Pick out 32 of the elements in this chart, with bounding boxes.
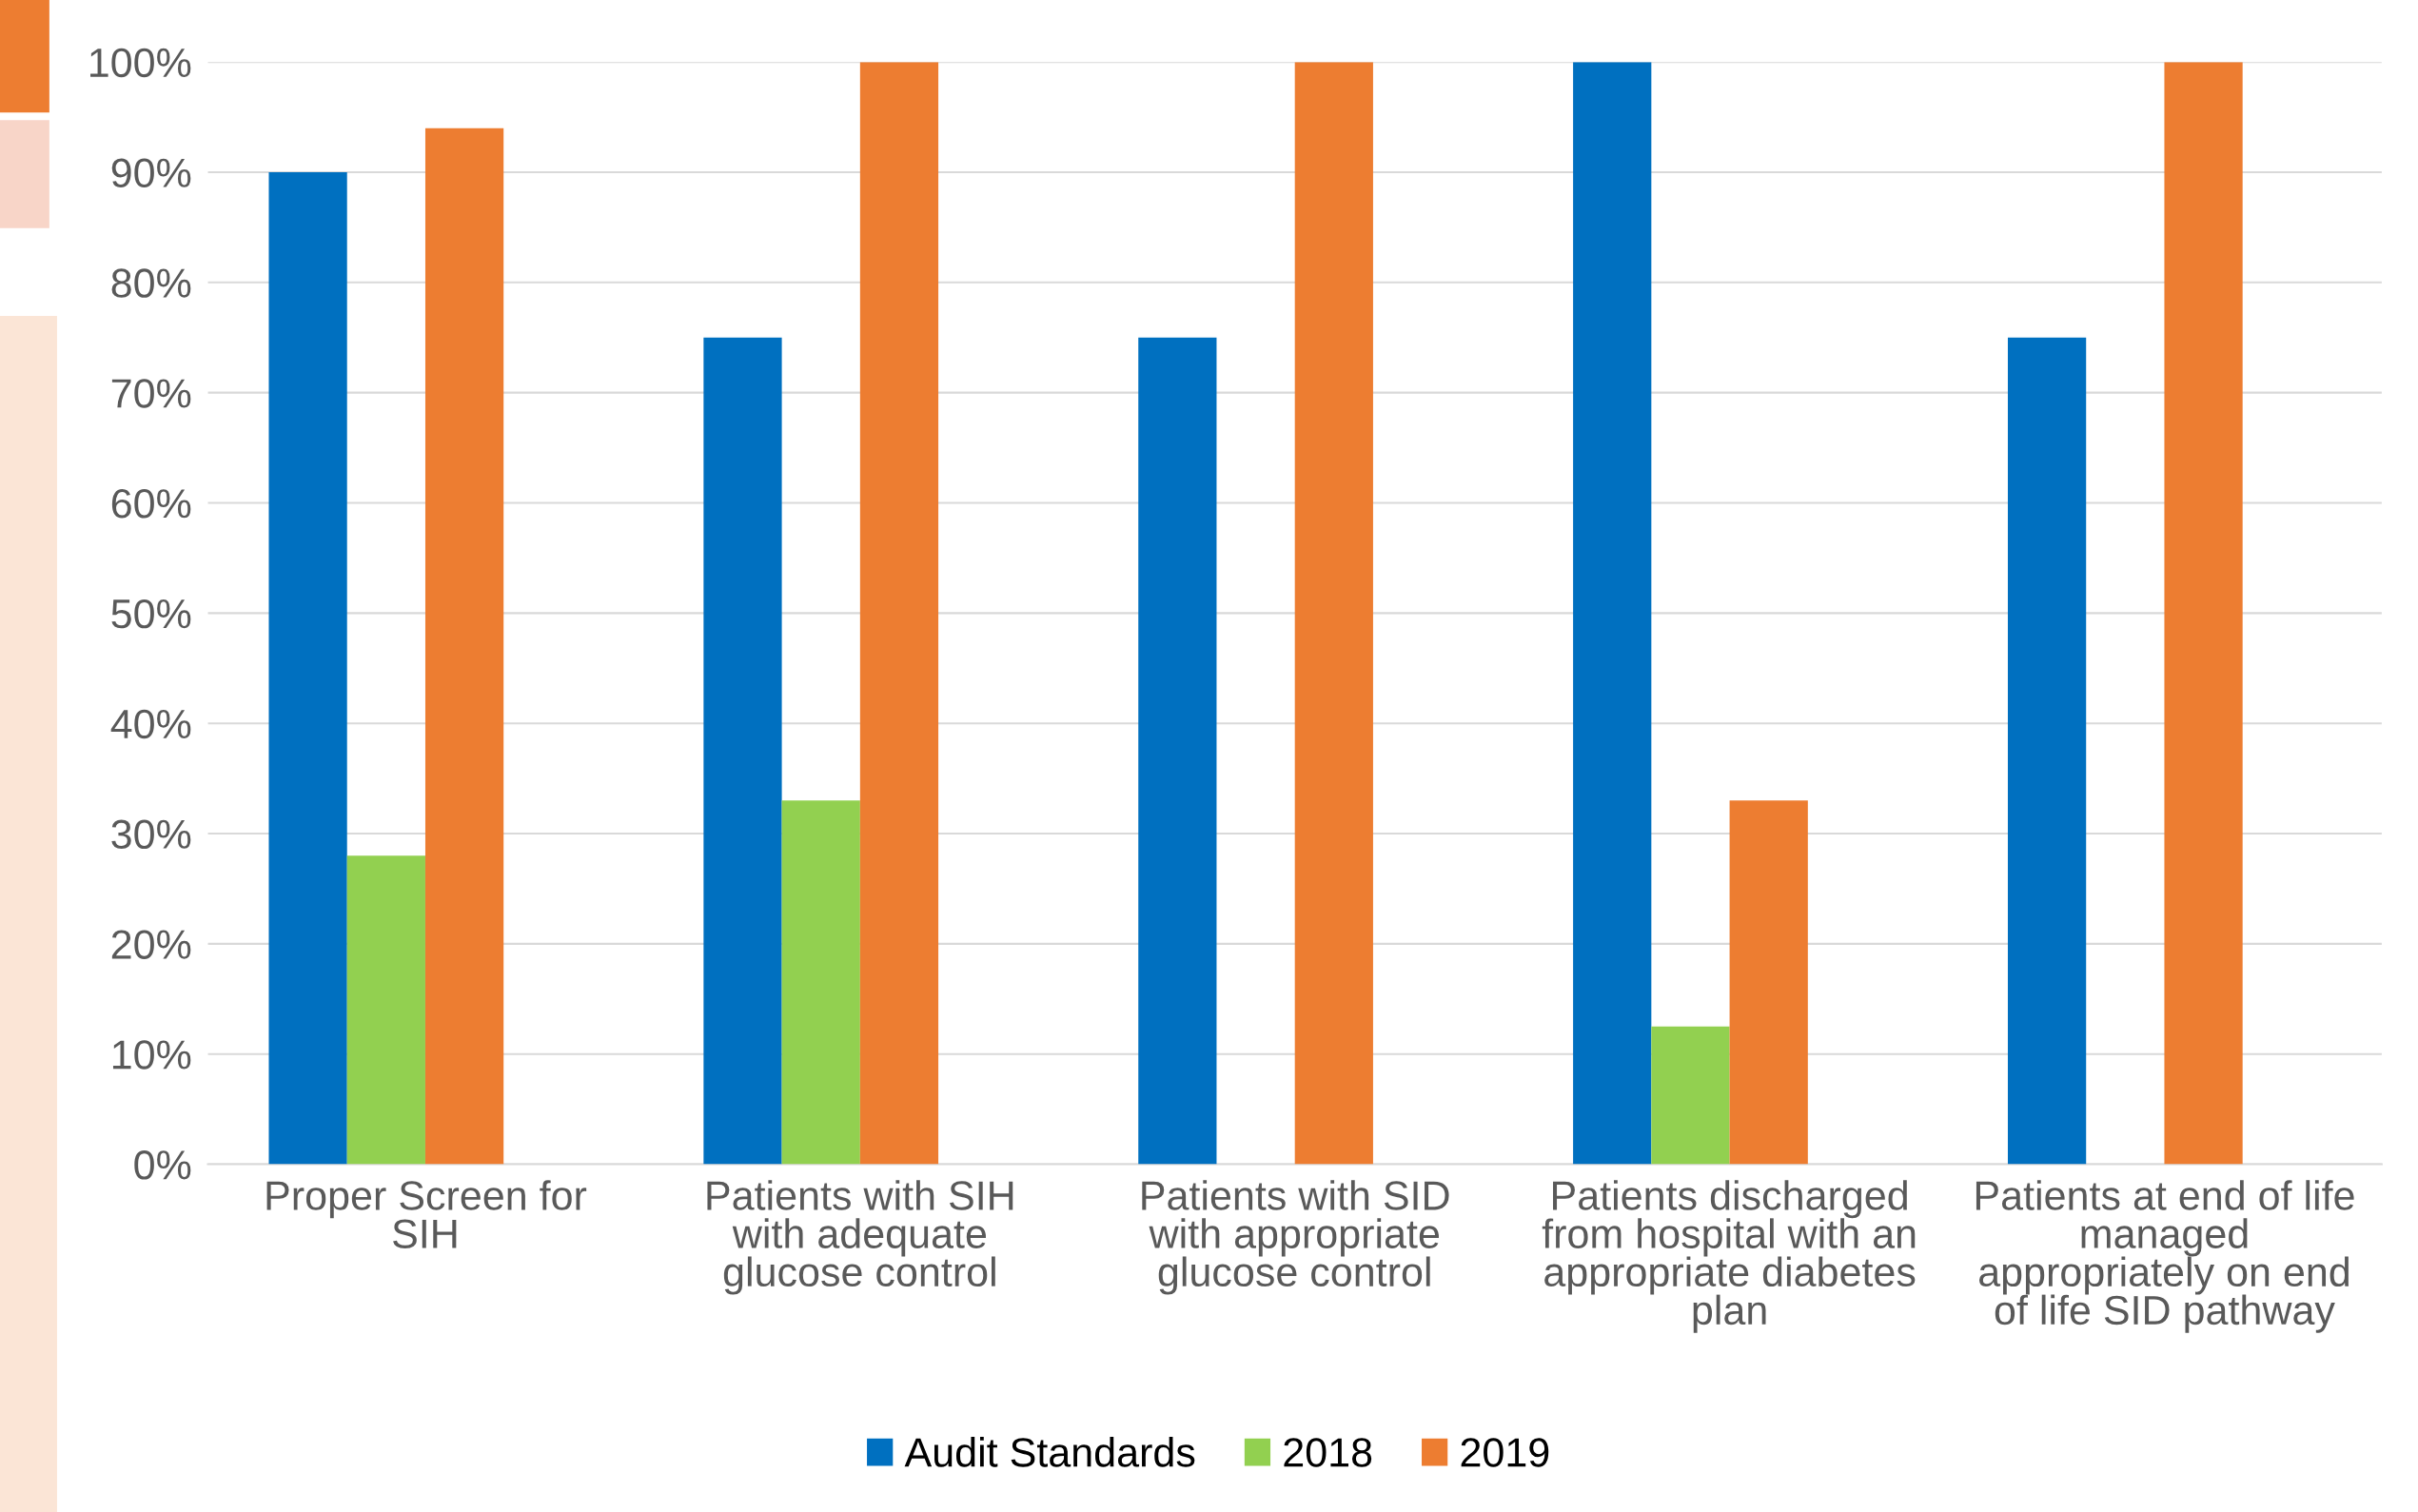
y-tick-label: 50%: [111, 599, 191, 629]
bar: [1729, 800, 1808, 1165]
bar: [859, 62, 939, 1165]
bar: [1138, 337, 1217, 1165]
x-tick-label: Patients with SIH with adequate glucose control: [707, 1180, 1013, 1295]
bar: [346, 855, 425, 1165]
y-tick-label: 30%: [111, 819, 191, 850]
bar: [781, 800, 860, 1165]
bar: [268, 171, 347, 1165]
x-tick-label: Patients discharged from hospital with an appropriate diabetes plan: [1542, 1180, 1916, 1333]
bar: [2007, 337, 2087, 1165]
x-tick-label: Patients at end of life managed appropriately on end of life SID pathway: [1976, 1180, 2354, 1333]
x-tick-label: Proper Screen for SIH: [266, 1180, 587, 1248]
y-tick-label: 70%: [111, 379, 191, 408]
legend-label: 2018: [1284, 1438, 1372, 1467]
y-tick-label: 90%: [111, 158, 191, 188]
bar: [424, 128, 504, 1165]
y-tick-label: 0%: [134, 1150, 191, 1180]
y-tick-label: 100%: [90, 48, 191, 78]
x-tick-label: Patients with SID with appropriate glucose control: [1142, 1180, 1449, 1295]
bar: [703, 337, 782, 1165]
y-tick-label: 60%: [111, 489, 191, 519]
y-tick-label: 10%: [112, 1040, 191, 1070]
y-tick-label: 80%: [111, 268, 191, 298]
y-tick-label: 20%: [111, 930, 191, 959]
legend-label: 2019: [1461, 1438, 1549, 1467]
bar: [1651, 1026, 1730, 1165]
bar: [2164, 62, 2243, 1165]
y-tick-label: 40%: [110, 709, 191, 739]
legend-label: Audit Standards: [904, 1437, 1195, 1467]
bar: [1573, 62, 1652, 1165]
bar: [1294, 62, 1373, 1165]
